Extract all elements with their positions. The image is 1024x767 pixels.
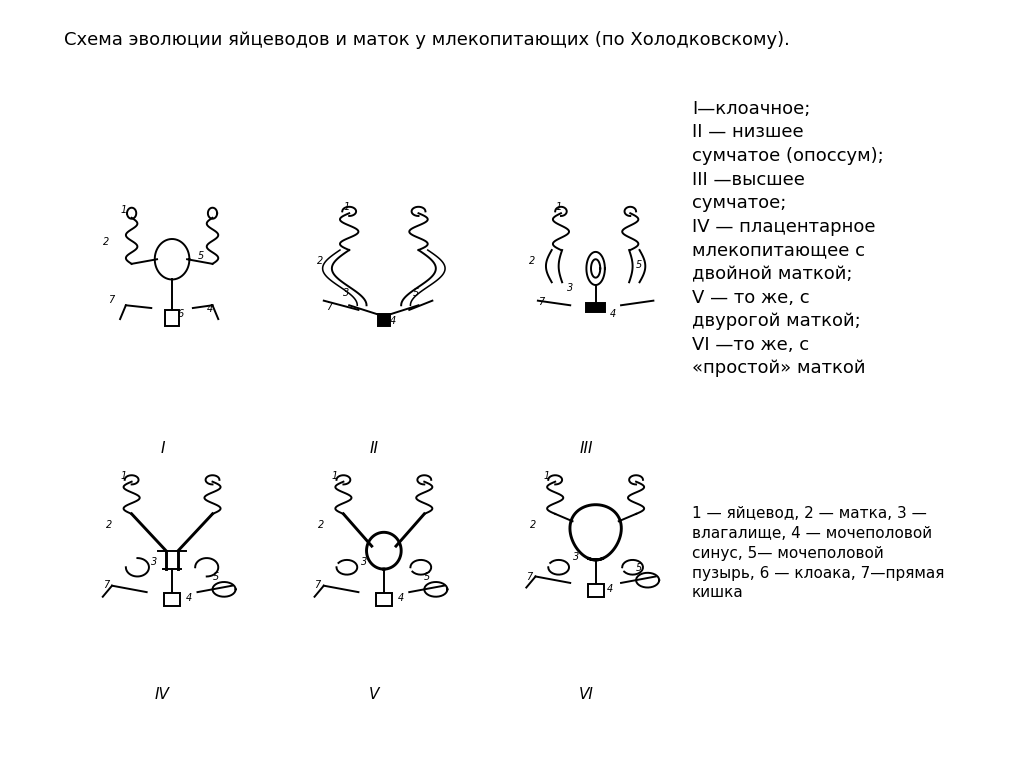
Text: 5: 5: [636, 261, 642, 271]
Text: 4: 4: [397, 594, 403, 604]
Text: 1 — яйцевод, 2 — матка, 3 —
влагалище, 4 — мочеполовой
синус, 5— мочеполовой
пуз: 1 — яйцевод, 2 — матка, 3 — влагалище, 4…: [692, 506, 944, 601]
Text: 2: 2: [316, 256, 324, 266]
Text: IV: IV: [155, 686, 170, 702]
Text: 5: 5: [413, 288, 419, 298]
Bar: [376, 593, 392, 606]
Text: 4: 4: [186, 594, 193, 604]
Bar: [587, 302, 605, 311]
Text: V: V: [369, 686, 380, 702]
Bar: [378, 314, 389, 325]
Text: 7: 7: [526, 572, 532, 582]
Text: 4: 4: [389, 316, 396, 326]
Text: 2: 2: [528, 256, 535, 266]
Text: I—клоачное;
II — низшее
сумчатое (опоссум);
III —высшее
сумчатое;
IV — плацентар: I—клоачное; II — низшее сумчатое (опоссу…: [692, 100, 884, 377]
Text: 5: 5: [636, 563, 642, 573]
Text: 5: 5: [198, 252, 204, 262]
Text: 5: 5: [213, 572, 219, 582]
Text: 1: 1: [544, 471, 550, 481]
Text: 2: 2: [529, 520, 536, 530]
Text: II: II: [370, 441, 379, 456]
Text: 4: 4: [607, 584, 613, 594]
Text: III: III: [580, 441, 593, 456]
Text: 1: 1: [332, 471, 338, 481]
Text: 4: 4: [207, 304, 213, 314]
Text: 6: 6: [178, 309, 184, 319]
Text: 1: 1: [555, 202, 561, 212]
Text: 1: 1: [343, 202, 349, 212]
Text: 7: 7: [326, 302, 333, 312]
Bar: [164, 593, 180, 606]
Text: 7: 7: [538, 298, 544, 308]
Bar: [165, 310, 179, 327]
Text: 1: 1: [120, 206, 126, 216]
Text: 2: 2: [102, 238, 109, 248]
Text: 7: 7: [314, 580, 321, 590]
Text: Схема эволюции яйцеводов и маток у млекопитающих (по Холодковскому).: Схема эволюции яйцеводов и маток у млеко…: [65, 31, 791, 48]
Text: 3: 3: [152, 557, 158, 567]
Text: 3: 3: [343, 288, 349, 298]
Text: 4: 4: [609, 309, 615, 319]
Bar: [588, 584, 604, 597]
Text: 5: 5: [424, 572, 430, 582]
Text: 7: 7: [102, 580, 109, 590]
Text: VI: VI: [579, 686, 594, 702]
Text: 1: 1: [120, 471, 126, 481]
Text: I: I: [160, 441, 165, 456]
Text: 3: 3: [566, 284, 573, 294]
Text: 3: 3: [572, 552, 579, 562]
Text: 2: 2: [318, 520, 325, 530]
Text: 3: 3: [360, 557, 367, 567]
Text: 2: 2: [106, 520, 113, 530]
Text: 7: 7: [109, 295, 115, 304]
